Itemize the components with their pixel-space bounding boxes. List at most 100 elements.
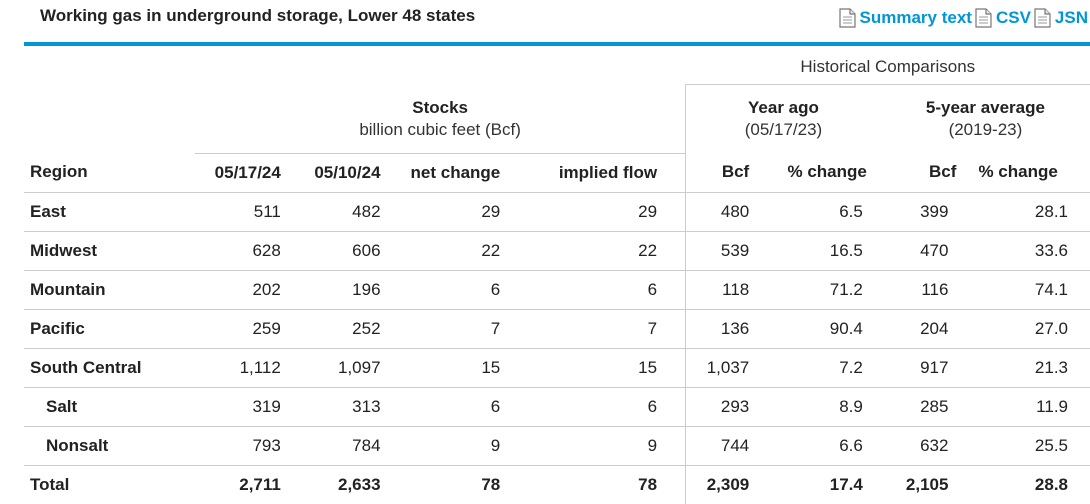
value-cell: 7 — [394, 309, 515, 349]
value-cell: 8.9 — [763, 387, 881, 427]
value-cell: 1,037 — [685, 348, 764, 388]
table-row: Pacific 259 252 7 7 136 90.4 204 27.0 — [24, 309, 1090, 349]
table-body: East 511 482 29 29 480 6.5 399 28.1 Midwest 628 606… — [24, 192, 1090, 504]
value-cell: 116 — [880, 270, 971, 310]
value-cell: 9 — [514, 426, 686, 466]
value-cell: 313 — [294, 387, 395, 427]
five-year-header: 5-year average (2019-23) — [881, 85, 1090, 154]
storage-table: Historical Comparisons Stocks billion cu… — [24, 50, 1090, 504]
value-cell: 628 — [195, 231, 295, 271]
value-cell: 6 — [514, 387, 686, 427]
value-cell: 27.0 — [970, 309, 1090, 349]
csv-link[interactable]: CSV — [975, 8, 1031, 28]
value-cell: 511 — [195, 192, 295, 232]
document-icon — [838, 8, 856, 28]
value-cell: 202 — [195, 270, 295, 310]
column-header: Bcf — [685, 153, 764, 193]
value-cell: 6.6 — [763, 426, 881, 466]
value-cell: 29 — [394, 192, 515, 232]
value-cell: 78 — [481, 474, 501, 494]
value-cell: 25.5 — [970, 426, 1090, 466]
column-header: 05/10/24 — [294, 153, 395, 193]
value-cell: 259 — [195, 309, 295, 349]
column-header: implied flow — [514, 153, 686, 193]
region-cell: Mountain — [24, 270, 196, 310]
summary-text-link[interactable]: Summary text — [838, 8, 972, 28]
column-header: 05/17/24 — [195, 153, 295, 193]
value-cell: 17.4 — [829, 474, 863, 494]
total-row: Total 2,711 2,633 78 78 2,309 17.4 2,105 28.8 — [24, 465, 1090, 504]
value-cell: 71.2 — [763, 270, 881, 310]
stocks-header: Stocks billion cubic feet (Bcf) — [195, 84, 686, 154]
value-cell: 196 — [294, 270, 395, 310]
value-cell: 16.5 — [763, 231, 881, 271]
document-icon — [1034, 8, 1051, 28]
region-cell: Total — [30, 474, 70, 494]
json-label: JSN — [1054, 8, 1088, 27]
download-links: Summary text CSV JSN — [838, 8, 1088, 28]
value-cell: 22 — [514, 231, 686, 271]
csv-label: CSV — [995, 8, 1031, 27]
region-cell: Salt — [24, 387, 196, 427]
value-cell: 11.9 — [970, 387, 1090, 427]
value-cell: 784 — [294, 426, 395, 466]
header-divider — [24, 42, 1090, 46]
value-cell: 28.8 — [1034, 474, 1068, 494]
value-cell: 285 — [880, 387, 971, 427]
value-cell: 29 — [514, 192, 686, 232]
value-cell: 90.4 — [763, 309, 881, 349]
year-ago-title: Year ago — [748, 98, 819, 117]
value-cell: 9 — [394, 426, 515, 466]
column-header: net change — [394, 153, 515, 193]
value-cell: 15 — [514, 348, 686, 388]
document-icon — [975, 8, 992, 28]
region-cell: Midwest — [24, 231, 196, 271]
value-cell: 632 — [880, 426, 971, 466]
value-cell: 252 — [294, 309, 395, 349]
value-cell: 6 — [514, 270, 686, 310]
value-cell: 6.5 — [763, 192, 881, 232]
column-header: % change — [970, 153, 1090, 193]
column-header: Region — [24, 153, 196, 193]
region-cell: South Central — [24, 348, 196, 388]
value-cell: 6 — [394, 387, 515, 427]
stocks-subtitle: billion cubic feet (Bcf) — [359, 119, 521, 139]
value-cell: 28.1 — [970, 192, 1090, 232]
historical-header-row: Historical Comparisons — [24, 50, 1090, 85]
value-cell: 2,633 — [337, 474, 381, 494]
value-cell: 319 — [195, 387, 295, 427]
value-cell: 118 — [685, 270, 764, 310]
five-year-subtitle: (2019-23) — [948, 120, 1023, 139]
summary-text-label: Summary text — [859, 8, 972, 27]
value-cell: 399 — [880, 192, 971, 232]
value-cell: 744 — [685, 426, 764, 466]
region-cell: Nonsalt — [24, 426, 196, 466]
value-cell: 480 — [685, 192, 764, 232]
value-cell: 917 — [880, 348, 971, 388]
value-cell: 78 — [638, 474, 658, 494]
value-cell: 7 — [514, 309, 686, 349]
table-row: Nonsalt 793 784 9 9 744 6.6 632 25.5 — [24, 426, 1090, 466]
year-ago-header: Year ago (05/17/23) — [685, 84, 881, 153]
value-cell: 293 — [685, 387, 764, 427]
table-row: South Central 1,112 1,097 15 15 1,037 7.2 917 21… — [24, 348, 1090, 388]
value-cell: 21.3 — [970, 348, 1090, 388]
column-header-row: Region 05/17/24 05/10/24 net change impl… — [24, 153, 1090, 193]
value-cell: 15 — [394, 348, 515, 388]
value-cell: 470 — [880, 231, 971, 271]
stocks-title: Stocks — [412, 97, 468, 117]
table-row: Midwest 628 606 22 22 539 16.5 470 33.6 — [24, 231, 1090, 271]
value-cell: 74.1 — [970, 270, 1090, 310]
value-cell: 204 — [880, 309, 971, 349]
value-cell: 1,112 — [195, 348, 295, 388]
json-link[interactable]: JSN — [1034, 8, 1088, 28]
value-cell: 2,309 — [685, 465, 764, 504]
value-cell: 1,097 — [294, 348, 395, 388]
value-cell: 482 — [294, 192, 395, 232]
region-cell: East — [24, 192, 196, 232]
value-cell: 6 — [394, 270, 515, 310]
table-row: Salt 319 313 6 6 293 8.9 285 11.9 — [24, 387, 1090, 427]
value-cell: 2,105 — [905, 474, 949, 494]
value-cell: 22 — [394, 231, 515, 271]
table-row: East 511 482 29 29 480 6.5 399 28.1 — [24, 192, 1090, 232]
